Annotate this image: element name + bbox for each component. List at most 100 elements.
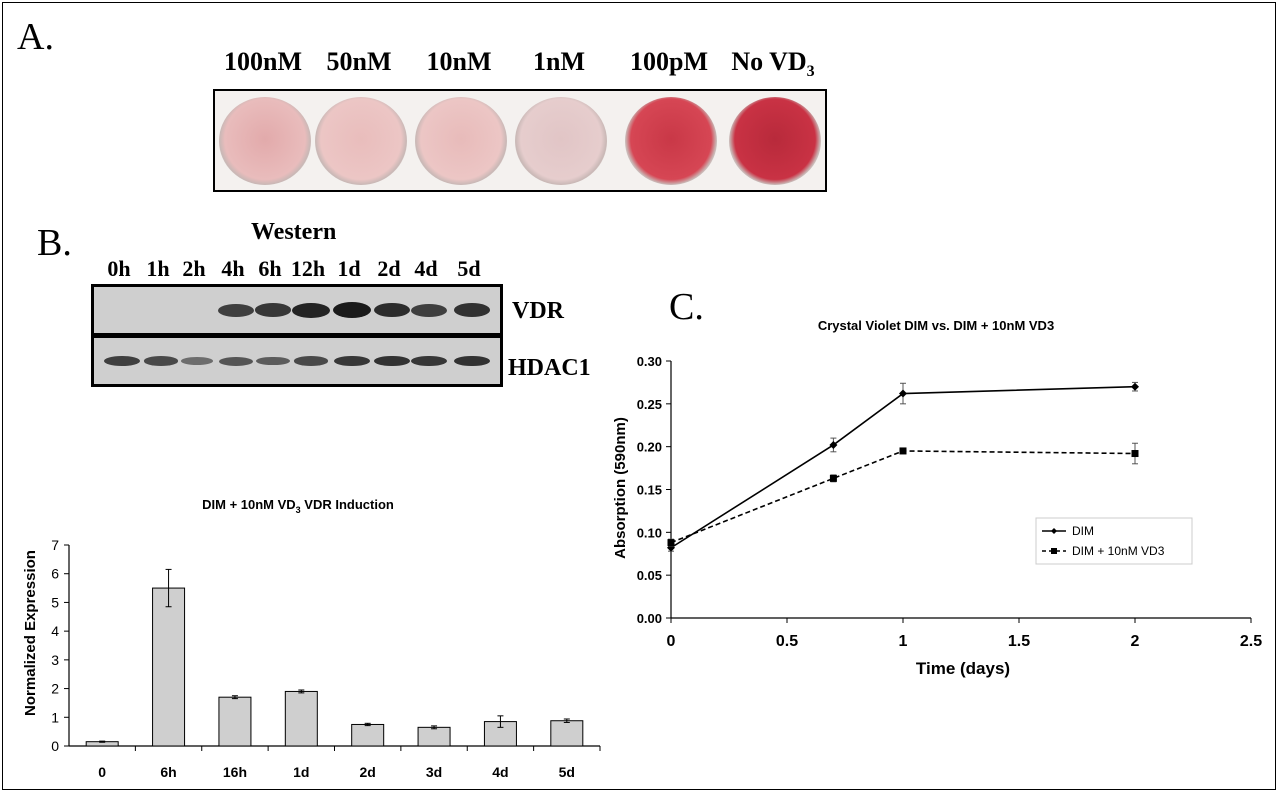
line-chart-xlabel: Time (days)	[916, 659, 1010, 678]
bar-category-label: 0	[98, 764, 106, 780]
panel-c-letter: C.	[669, 286, 704, 328]
blot-band	[219, 356, 253, 366]
bar-chart: DIM + 10nM VD3 VDR Induction Normalized …	[22, 497, 601, 780]
series-line	[670, 450, 1136, 544]
legend-label: DIM + 10nM VD3	[1072, 544, 1165, 558]
blot-label-hdac1: HDAC1	[508, 355, 591, 381]
data-point	[667, 539, 675, 547]
line-chart: Crystal Violet DIM vs. DIM + 10nM VD3 Ab…	[612, 318, 1263, 678]
blot-hdac1	[91, 335, 503, 387]
western-title: Western	[251, 219, 337, 245]
blot-band	[453, 355, 491, 367]
line-chart-ylabel: Absorption (590nm)	[612, 417, 629, 559]
bar	[550, 720, 584, 747]
blot-band	[334, 355, 370, 367]
blot-band	[293, 356, 329, 366]
lane-label: 4h	[221, 256, 245, 281]
bar-y-tick-label: 1	[51, 709, 59, 725]
well	[315, 97, 407, 185]
line-y-tick-label: 0.10	[637, 525, 662, 540]
series-line	[670, 385, 1136, 549]
bar-chart-title: DIM + 10nM VD3 VDR Induction	[202, 497, 394, 515]
line-chart-title: Crystal Violet DIM vs. DIM + 10nM VD3	[818, 318, 1054, 333]
line-x-tick-label: 1.5	[1008, 633, 1030, 650]
well	[515, 97, 607, 185]
data-point	[667, 543, 675, 552]
well-label: No VD3	[731, 47, 815, 81]
lane-label: 1h	[146, 256, 170, 281]
line-x-tick-label: 0.5	[776, 633, 798, 650]
line-y-tick-label: 0.15	[637, 483, 662, 498]
lane-label: 1d	[337, 256, 361, 281]
bar-y-tick-label: 5	[51, 594, 59, 610]
blot-band	[333, 302, 371, 318]
bar-y-tick-label: 3	[51, 652, 59, 668]
blot-band	[218, 303, 254, 317]
line-x-tick-label: 0	[667, 633, 676, 650]
blot-band	[180, 357, 214, 365]
well	[219, 97, 311, 185]
data-point	[899, 447, 907, 455]
bar-y-tick-label: 4	[51, 623, 59, 639]
well	[625, 97, 717, 185]
well-label: 50nM	[326, 47, 392, 76]
blot-band	[411, 355, 447, 367]
lane-label: 0h	[107, 256, 131, 281]
blot-band	[453, 303, 491, 317]
blot-band	[373, 302, 411, 318]
blot-band	[292, 302, 330, 318]
data-point	[829, 474, 837, 482]
lane-label: 2d	[377, 256, 401, 281]
bar-category-label: 4d	[492, 764, 508, 780]
data-point	[1131, 382, 1139, 391]
lane-label: 2h	[182, 256, 206, 281]
line-y-tick-label: 0.25	[637, 397, 662, 412]
bar-category-label: 5d	[559, 764, 575, 780]
legend-label: DIM	[1072, 524, 1094, 538]
bar	[218, 696, 252, 747]
bar-y-tick-label: 7	[51, 537, 59, 553]
line-chart-plot: 0.00 0.05 0.10 0.15 0.20 0.25 0.30 0 0.5 1 1.5 2 2.5…	[637, 354, 1263, 650]
bar-chart-plot: 0 1 2 3 4 5 6 7 0 6h 16h 1d 2d 3d 4d 5d	[51, 537, 601, 780]
well	[415, 97, 507, 185]
well	[729, 97, 821, 185]
blot-band	[255, 303, 291, 317]
bar	[417, 726, 451, 747]
blot-band	[104, 355, 140, 367]
bar-category-label: 2d	[360, 764, 376, 780]
bar-category-label: 1d	[293, 764, 309, 780]
bar	[152, 587, 186, 747]
line-x-tick-label: 2.5	[1240, 633, 1262, 650]
legend-box	[1035, 517, 1193, 565]
blot-band	[411, 303, 447, 317]
blot-label-vdr: VDR	[512, 298, 564, 324]
bar-category-label: 6h	[160, 764, 176, 780]
data-point	[829, 440, 838, 449]
culture-plate	[213, 89, 827, 192]
bar	[351, 723, 385, 747]
well-label: 100nM	[224, 47, 302, 76]
data-point	[899, 389, 907, 398]
lane-label: 6h	[258, 256, 282, 281]
line-y-tick-label: 0.20	[637, 440, 662, 455]
well-label: 10nM	[426, 47, 492, 76]
lane-label: 4d	[414, 256, 438, 281]
well-label: 100pM	[630, 47, 708, 76]
line-x-tick-label: 1	[899, 633, 908, 650]
lane-label: 5d	[457, 256, 481, 281]
line-y-tick-label: 0.30	[637, 354, 662, 369]
line-x-tick-label: 2	[1131, 633, 1140, 650]
bar-chart-ylabel: Normalized Expression	[22, 550, 39, 716]
panel-a-letter: A.	[17, 16, 54, 58]
legend-marker	[1051, 528, 1057, 534]
bar-category-label: 16h	[223, 764, 247, 780]
lane-label: 12h	[290, 256, 326, 281]
panel-b-letter: B.	[37, 222, 72, 264]
bar-y-tick-label: 2	[51, 681, 59, 697]
blot-band	[373, 355, 411, 367]
well-label: 1nM	[533, 47, 585, 76]
bar-y-tick-label: 0	[51, 738, 59, 754]
bar	[284, 690, 318, 747]
data-point	[1131, 450, 1139, 458]
